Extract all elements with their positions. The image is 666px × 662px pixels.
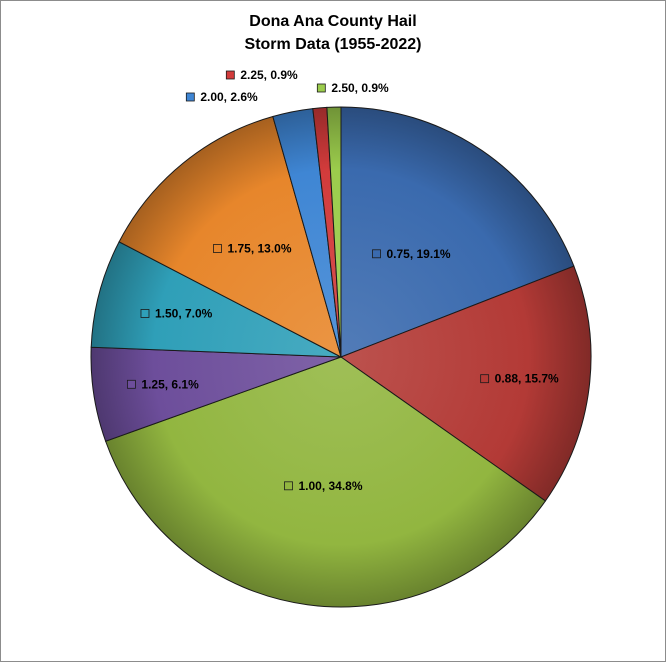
slice-label-text-0.75: 0.75, 19.1% — [386, 247, 450, 261]
slice-label-text-2.00: 2.00, 2.6% — [200, 90, 258, 104]
legend-key-2.25 — [225, 70, 235, 80]
slice-label-1.25: 1.25, 6.1% — [126, 377, 199, 391]
slice-label-text-2.50: 2.50, 0.9% — [331, 81, 389, 95]
slice-label-text-1.00: 1.00, 34.8% — [298, 479, 362, 493]
chart-title: Dona Ana County Hail Storm Data (1955-20… — [0, 10, 666, 56]
slice-label-2.00: 2.00, 2.6% — [185, 90, 258, 104]
slice-label-2.50: 2.50, 0.9% — [316, 81, 389, 95]
legend-key-1.75 — [213, 244, 222, 253]
pie-slice-1.75 — [118, 115, 342, 358]
pie-slice-2.50 — [326, 106, 342, 358]
pie-slice-0.88 — [339, 265, 592, 502]
slice-label-text-0.88: 0.88, 15.7% — [495, 372, 559, 386]
slice-label-text-1.75: 1.75, 13.0% — [227, 242, 291, 256]
pie-slice-1.00 — [104, 356, 547, 608]
slice-label-1.00: 1.00, 34.8% — [284, 479, 363, 493]
slice-label-2.25: 2.25, 0.9% — [225, 68, 298, 82]
legend-key-1.50 — [140, 309, 150, 318]
slice-label-text-2.25: 2.25, 0.9% — [240, 68, 298, 82]
slice-label-0.75: 0.75, 19.1% — [372, 247, 451, 261]
pie-slice-1.50 — [90, 241, 342, 358]
legend-key-0.75 — [372, 249, 381, 259]
slice-label-1.50: 1.50, 7.0% — [140, 306, 213, 320]
slice-label-text-1.50: 1.50, 7.0% — [155, 306, 213, 320]
legend-key-2.50 — [316, 83, 326, 93]
legend-key-2.00 — [185, 92, 195, 102]
legend-key-0.88 — [480, 374, 490, 384]
legend-key-1.00 — [284, 481, 293, 491]
slice-label-0.88: 0.88, 15.7% — [480, 372, 559, 386]
pie-slice-0.75 — [340, 106, 575, 358]
slice-label-1.75: 1.75, 13.0% — [213, 242, 292, 256]
chart-title-line-1: Dona Ana County Hail — [249, 13, 417, 30]
legend-key-1.25 — [126, 379, 136, 389]
slice-label-text-1.25: 1.25, 6.1% — [141, 377, 199, 391]
chart-title-line-2: Storm Data (1955-2022) — [244, 36, 422, 53]
